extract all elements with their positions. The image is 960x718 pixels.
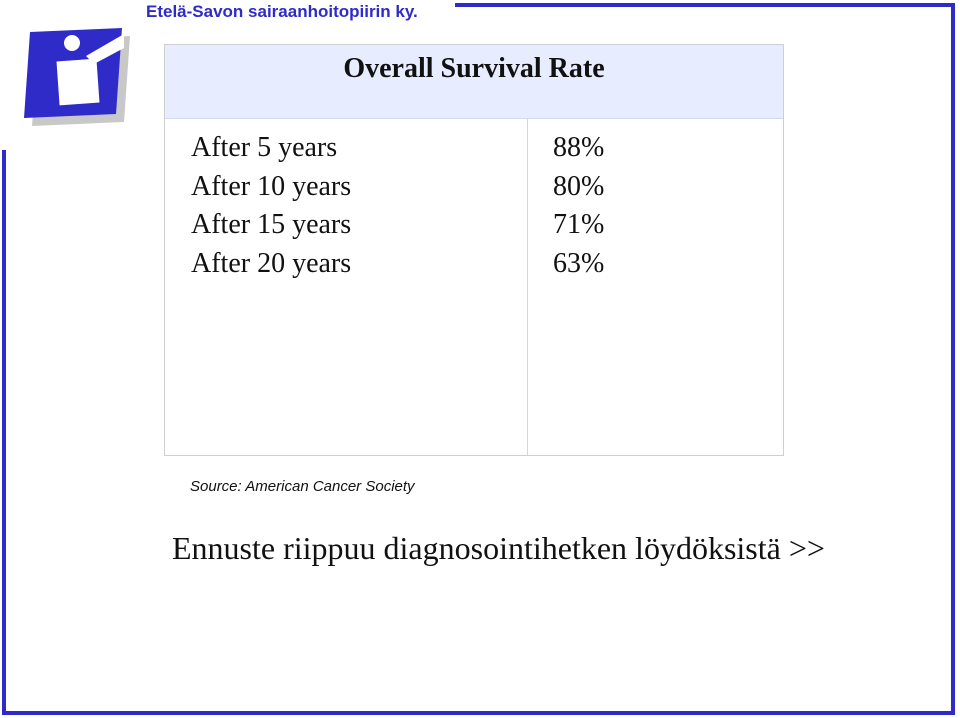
hospital-district-logo-icon [24, 28, 130, 126]
organization-name: Etelä-Savon sairaanhoitopiirin ky. [146, 2, 418, 21]
source-citation: Source: American Cancer Society [190, 478, 415, 495]
frame-left-border [2, 150, 6, 715]
row-value-15-years: 71% [553, 209, 605, 240]
row-value-20-years: 63% [553, 247, 605, 279]
row-label-20-years: After 20 years [191, 247, 352, 279]
frame-right-border [951, 3, 955, 715]
prognosis-statement: Ennuste riippuu diagnosointihetken löydö… [172, 530, 825, 566]
row-value-10-years: 80% [553, 170, 605, 202]
rate-column: 88% 80% 71% 63% [553, 129, 604, 283]
survival-rate-table: Overall Survival Rate After 5 years Afte… [164, 44, 784, 456]
column-divider [527, 119, 528, 455]
row-value-5-years: 88% [553, 132, 605, 163]
table-header: Overall Survival Rate [165, 45, 783, 119]
row-label-10-years: After 10 years [191, 170, 352, 202]
period-column: After 5 years After 10 years After 15 ye… [191, 129, 351, 283]
frame-bottom-border [2, 711, 955, 715]
table-title: Overall Survival Rate [343, 53, 605, 84]
row-label-15-years: After 15 years [191, 209, 352, 240]
row-label-5-years: After 5 years [191, 132, 338, 163]
frame-top-border [455, 3, 955, 7]
